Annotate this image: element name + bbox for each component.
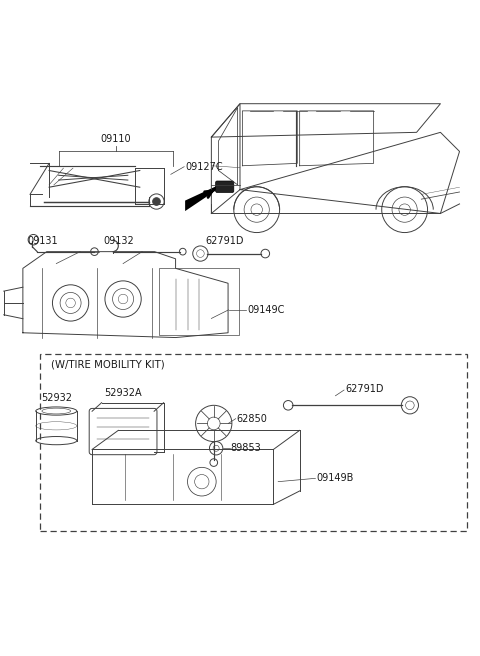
Text: 09149C: 09149C [247,305,285,315]
Text: 09110: 09110 [101,134,131,144]
FancyBboxPatch shape [216,181,234,192]
Text: 09149B: 09149B [316,474,354,483]
Text: 09132: 09132 [103,236,134,246]
Text: 62850: 62850 [237,414,267,424]
Text: 52932: 52932 [41,393,72,403]
Text: 09131: 09131 [28,236,58,246]
Circle shape [153,197,160,205]
Text: 62791D: 62791D [205,236,244,246]
Text: 62791D: 62791D [345,384,384,394]
Text: 09127C: 09127C [185,161,223,172]
Text: (W/TIRE MOBILITY KIT): (W/TIRE MOBILITY KIT) [51,359,165,370]
Polygon shape [185,186,217,211]
Text: 89853: 89853 [230,443,261,453]
Text: 52932A: 52932A [104,388,142,398]
